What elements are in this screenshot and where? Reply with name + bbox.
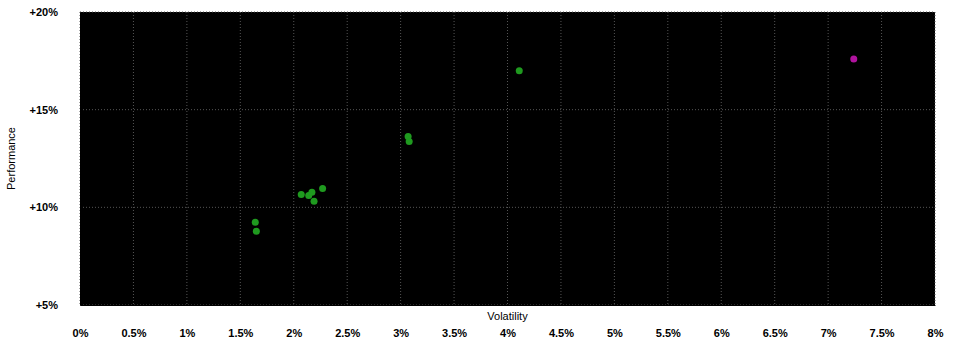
x-tick-label: 0.5% xyxy=(121,327,146,339)
x-axis-title: Volatility xyxy=(487,310,528,322)
grid-line-x xyxy=(240,12,241,305)
x-tick-label: 3% xyxy=(393,327,409,339)
point xyxy=(850,55,857,62)
x-tick: 6% xyxy=(714,305,730,339)
grid-line-y xyxy=(80,207,935,208)
x-tick-label: 2.5% xyxy=(335,327,360,339)
grid-line-x xyxy=(347,12,348,305)
x-tick-label: 0% xyxy=(73,327,89,339)
x-tick-label: 2% xyxy=(286,327,302,339)
x-tick-label: 5.5% xyxy=(656,327,681,339)
y-tick-label: +5% xyxy=(36,299,59,311)
grid-line-x xyxy=(400,12,401,305)
plot-background xyxy=(80,12,935,305)
x-tick: 3% xyxy=(393,305,409,339)
y-tick-label: +15% xyxy=(30,104,59,116)
x-axis: 0% 0.5% 1% 1.5% 2% 2.5% 3% 3.5% 4% 4.5% 5% 5.5% 6% 6.… xyxy=(73,305,944,339)
x-tick-label: 3.5% xyxy=(442,327,467,339)
grid-line-y xyxy=(80,12,935,13)
grid-line-x xyxy=(774,12,775,305)
grid-line-y xyxy=(80,109,935,110)
grid-line-x xyxy=(560,12,561,305)
x-tick-label: 4% xyxy=(500,327,516,339)
x-tick: 2% xyxy=(286,305,302,339)
grid xyxy=(80,12,935,305)
y-tick: +15% xyxy=(30,104,80,116)
chart: 0% 0.5% 1% 1.5% 2% 2.5% 3% 3.5% 4% 4.5% 5% 5.5% 6% 6.… xyxy=(0,0,966,350)
plot: 0% 0.5% 1% 1.5% 2% 2.5% 3% 3.5% 4% 4.5% 5% 5.5% 6% 6.… xyxy=(30,6,944,339)
x-tick-label: 5% xyxy=(607,327,623,339)
x-tick: 5.5% xyxy=(656,305,681,339)
x-tick: 0.5% xyxy=(121,305,146,339)
point xyxy=(516,67,523,74)
grid-line-x xyxy=(133,12,134,305)
x-tick: 1% xyxy=(179,305,195,339)
grid-line-x xyxy=(507,12,508,305)
x-tick: 5% xyxy=(607,305,623,339)
point xyxy=(298,191,305,198)
y-tick: +20% xyxy=(30,6,80,18)
grid-line-x xyxy=(454,12,455,305)
grid-line-x xyxy=(667,12,668,305)
x-tick: 1.5% xyxy=(228,305,253,339)
x-tick-label: 6% xyxy=(714,327,730,339)
x-axis-line xyxy=(81,305,936,306)
point xyxy=(311,198,318,205)
y-axis-line xyxy=(80,13,81,306)
point xyxy=(252,219,259,226)
x-tick-label: 6.5% xyxy=(763,327,788,339)
x-tick: 7.5% xyxy=(870,305,895,339)
x-tick: 7% xyxy=(821,305,837,339)
y-tick: +5% xyxy=(36,299,80,311)
x-tick: 4.5% xyxy=(549,305,574,339)
x-tick-label: 7.5% xyxy=(870,327,895,339)
chart-container: 0% 0.5% 1% 1.5% 2% 2.5% 3% 3.5% 4% 4.5% 5% 5.5% 6% 6.… xyxy=(0,0,966,350)
point xyxy=(253,228,260,235)
point xyxy=(319,185,326,192)
grid-line-x xyxy=(293,12,294,305)
grid-line-x xyxy=(614,12,615,305)
x-tick-label: 7% xyxy=(821,327,837,339)
x-tick: 2.5% xyxy=(335,305,360,339)
y-tick-label: +20% xyxy=(30,6,59,18)
x-tick-label: 1.5% xyxy=(228,327,253,339)
x-tick: 3.5% xyxy=(442,305,467,339)
grid-line-y xyxy=(80,305,935,306)
grid-line-x xyxy=(828,12,829,305)
x-tick: 8% xyxy=(928,305,944,339)
x-tick-label: 8% xyxy=(928,327,944,339)
point xyxy=(308,189,315,196)
x-tick: 6.5% xyxy=(763,305,788,339)
x-tick: 0% xyxy=(73,305,89,339)
point xyxy=(406,138,413,145)
x-tick-label: 1% xyxy=(179,327,195,339)
y-tick-label: +10% xyxy=(30,201,59,213)
grid-line-x xyxy=(186,12,187,305)
grid-line-x xyxy=(881,12,882,305)
y-axis: +5% +10% +15% +20% xyxy=(30,6,81,311)
x-tick-label: 4.5% xyxy=(549,327,574,339)
y-axis-title: Performance xyxy=(5,127,17,190)
grid-line-x xyxy=(80,12,81,305)
y-tick: +10% xyxy=(30,201,80,213)
grid-line-x xyxy=(935,12,936,305)
points xyxy=(252,55,858,234)
grid-line-x xyxy=(721,12,722,305)
